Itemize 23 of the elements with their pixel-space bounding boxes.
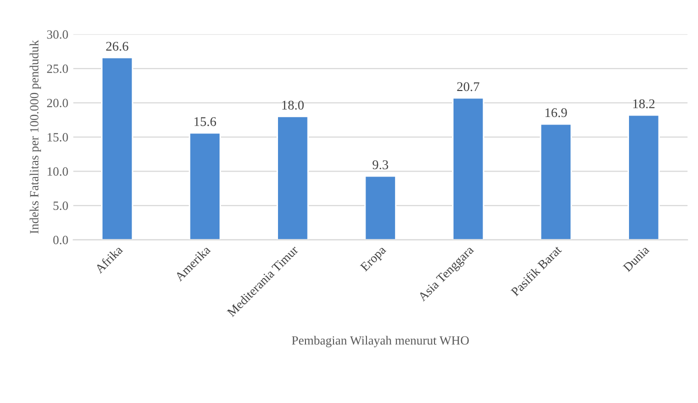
bar (452, 97, 484, 240)
y-tick-label: 5.0 (54, 202, 68, 210)
data-label: 18.2 (633, 99, 654, 108)
bar (628, 114, 660, 240)
data-label: 20.7 (457, 82, 480, 92)
y-tick-label: 15.0 (48, 133, 68, 142)
data-label: 26.6 (106, 42, 128, 51)
data-label: 9.3 (372, 160, 388, 170)
data-label: 16.9 (546, 108, 567, 118)
y-tick-label: 25.0 (47, 64, 68, 74)
y-tick-label: 20.0 (47, 98, 68, 108)
y-tick-label: 0.0 (53, 236, 68, 244)
bar (101, 56, 134, 240)
data-label: 15.6 (194, 117, 216, 126)
bar (540, 123, 572, 240)
x-axis-title: Pembagian Wilayah menurut WHO (292, 336, 469, 348)
y-axis-title: Indeks Fatalitas per 100.000 penduduk (30, 40, 41, 234)
data-label: 18.0 (282, 100, 304, 110)
bar (276, 116, 309, 240)
bar (188, 132, 221, 240)
y-tick-label: 10.0 (48, 167, 68, 176)
y-tick-label: 30.0 (47, 30, 68, 39)
bar (364, 175, 396, 240)
